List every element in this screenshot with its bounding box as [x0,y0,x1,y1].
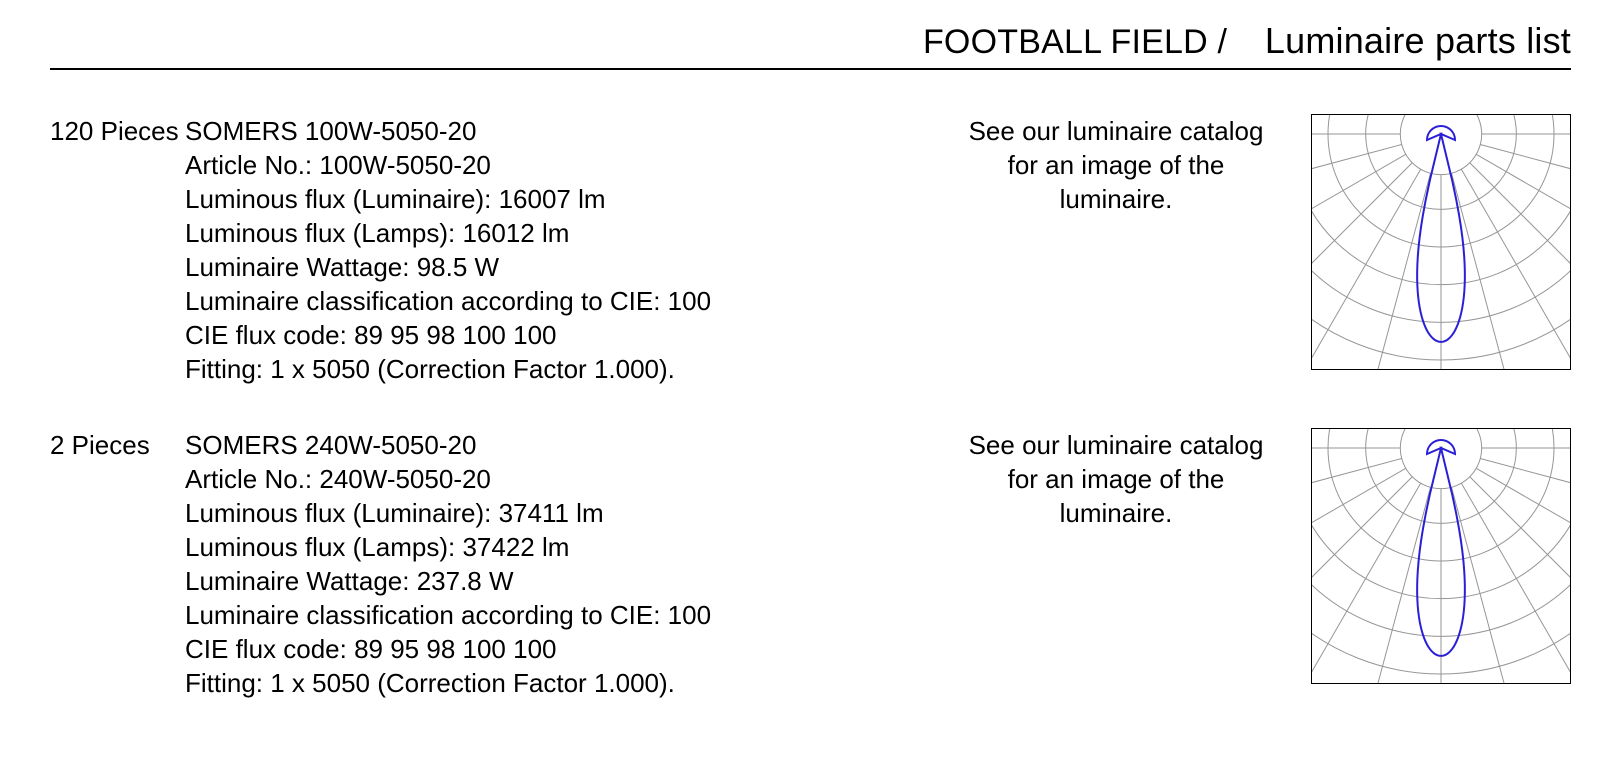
page: FOOTBALL FIELD / Luminaire parts list 12… [0,0,1621,761]
quantity-label: 120 Pieces [50,114,185,148]
header-title: Luminaire parts list [1265,20,1571,61]
page-header: FOOTBALL FIELD / Luminaire parts list [50,20,1571,70]
spec-line: Luminaire Wattage: 237.8 W [185,564,951,598]
luminaire-entry: 2 Pieces SOMERS 240W-5050-20 Article No.… [50,428,1571,700]
spec-block: SOMERS 240W-5050-20 Article No.: 240W-50… [185,428,951,700]
spec-line: Luminous flux (Luminaire): 16007 lm [185,182,951,216]
luminaire-name: SOMERS 100W-5050-20 [185,114,951,148]
spec-block: SOMERS 100W-5050-20 Article No.: 100W-50… [185,114,951,386]
catalog-note: See our luminaire catalog for an image o… [951,114,1281,216]
polar-diagram [1311,114,1571,370]
spec-line: Luminous flux (Lamps): 16012 lm [185,216,951,250]
quantity-label: 2 Pieces [50,428,185,462]
spec-line: Luminaire Wattage: 98.5 W [185,250,951,284]
spec-line: CIE flux code: 89 95 98 100 100 [185,318,951,352]
spec-line: Luminous flux (Luminaire): 37411 lm [185,496,951,530]
spec-line: Article No.: 100W-5050-20 [185,148,951,182]
spec-line: Luminaire classification according to CI… [185,284,951,318]
spec-line: CIE flux code: 89 95 98 100 100 [185,632,951,666]
luminaire-entry: 120 Pieces SOMERS 100W-5050-20 Article N… [50,114,1571,386]
spec-line: Luminous flux (Lamps): 37422 lm [185,530,951,564]
polar-diagram [1311,428,1571,684]
polar-diagram-svg [1311,114,1571,370]
header-context: FOOTBALL FIELD / [923,23,1227,61]
spec-line: Fitting: 1 x 5050 (Correction Factor 1.0… [185,666,951,700]
spec-line: Fitting: 1 x 5050 (Correction Factor 1.0… [185,352,951,386]
spec-line: Article No.: 240W-5050-20 [185,462,951,496]
spec-line: Luminaire classification according to CI… [185,598,951,632]
luminaire-name: SOMERS 240W-5050-20 [185,428,951,462]
polar-diagram-svg [1311,428,1571,684]
catalog-note: See our luminaire catalog for an image o… [951,428,1281,530]
